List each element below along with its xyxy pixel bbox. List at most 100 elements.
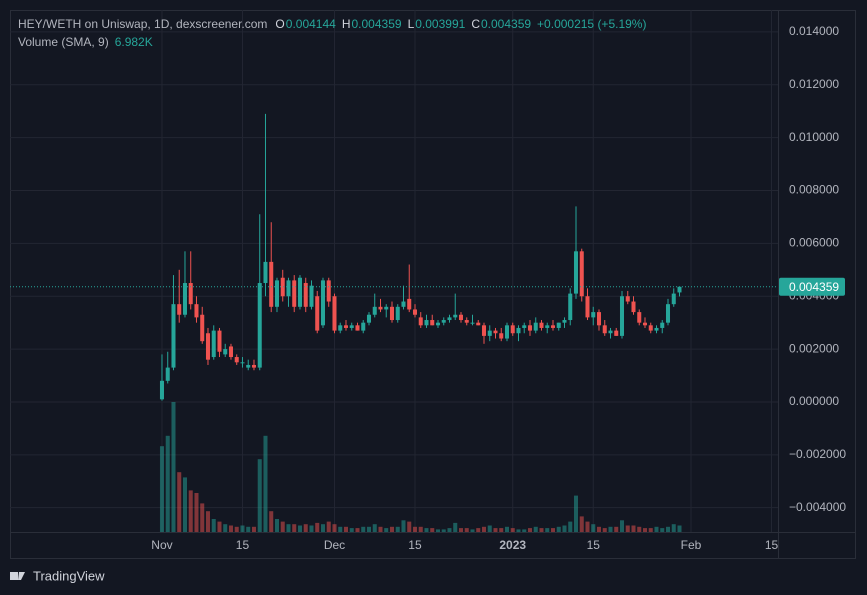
- candle-body: [320, 280, 325, 326]
- candle-body: [424, 320, 429, 326]
- y-tick-label: 0.000000: [789, 394, 839, 408]
- volume-bar: [223, 524, 228, 532]
- candle-body: [217, 330, 222, 352]
- candle-body: [389, 306, 394, 321]
- candle-body: [349, 325, 354, 328]
- volume-bar: [315, 522, 320, 532]
- volume-bar: [234, 526, 239, 532]
- candle-body: [257, 283, 262, 368]
- volume-bar: [407, 521, 412, 532]
- legend: HEY/WETH on Uniswap, 1D, dexscreener.com…: [18, 17, 646, 31]
- candle-body: [251, 364, 256, 368]
- x-tick-label: 15: [236, 538, 250, 552]
- volume-bar: [372, 524, 377, 532]
- volume-bar: [458, 528, 464, 532]
- candle-body: [366, 314, 371, 323]
- volume-bar: [188, 490, 193, 532]
- volume-bar: [522, 529, 527, 532]
- volume-bar: [349, 528, 354, 532]
- candle-body: [274, 280, 279, 307]
- candle-body: [246, 364, 251, 368]
- volume-bar: [499, 528, 504, 532]
- candle-body: [159, 380, 164, 400]
- candle-body: [573, 251, 579, 294]
- volume-bar: [510, 528, 515, 532]
- candle-body: [355, 325, 360, 331]
- volume-bar: [642, 528, 648, 532]
- volume-bar: [412, 526, 418, 532]
- volume-bar: [602, 528, 607, 532]
- candle-body: [654, 327, 659, 331]
- candle-body: [263, 261, 268, 284]
- footer-brand: TradingView: [33, 568, 105, 583]
- candle-body: [412, 309, 418, 315]
- logo-mark: [10, 572, 18, 580]
- candle-body: [453, 314, 458, 318]
- candle-body: [533, 322, 538, 331]
- candle-body: [165, 367, 170, 381]
- candle-body: [504, 325, 510, 339]
- candle-body: [516, 327, 521, 334]
- volume-bar: [677, 525, 682, 532]
- candle-body: [447, 317, 452, 321]
- volume-bar: [418, 526, 423, 532]
- candle-body: [407, 298, 412, 310]
- volume-bar: [297, 525, 302, 532]
- volume-bar: [562, 525, 567, 532]
- candle-body: [470, 322, 475, 324]
- x-tick-label: 15: [765, 538, 779, 552]
- volume-bar: [556, 526, 561, 532]
- candle-body: [418, 317, 423, 326]
- volume-bar: [205, 511, 210, 532]
- logo-mark: [18, 572, 25, 580]
- candle-body: [228, 346, 233, 358]
- legend-low: 0.003991: [415, 17, 465, 31]
- legend-high: 0.004359: [352, 17, 402, 31]
- candle-body: [430, 320, 435, 326]
- candle-body: [556, 322, 561, 328]
- candle-body: [481, 325, 487, 336]
- volume-bar: [361, 526, 366, 532]
- candle-body: [361, 322, 366, 331]
- candle-body: [326, 280, 331, 302]
- candle-body: [188, 283, 193, 305]
- volume-bar: [286, 524, 291, 532]
- volume-bar: [274, 519, 279, 532]
- candle-body: [527, 325, 533, 331]
- candle-body: [665, 304, 671, 323]
- volume-bar: [251, 526, 256, 532]
- legend-low-label: L: [408, 17, 415, 31]
- candle-body: [332, 296, 337, 331]
- last-price-label: 0.004359: [789, 280, 839, 294]
- volume-bar: [246, 526, 251, 532]
- volume-bar: [430, 528, 435, 532]
- volume-bar: [487, 525, 492, 532]
- y-tick-label: −0.002000: [789, 447, 846, 461]
- candle-body: [487, 330, 492, 336]
- candle-body: [642, 322, 648, 326]
- volume-bar: [441, 529, 446, 532]
- candle-body: [372, 306, 377, 315]
- x-tick-label: 2023: [499, 538, 526, 552]
- legend-open: 0.004144: [286, 17, 336, 31]
- candle-body: [292, 280, 297, 307]
- volume-bar: [591, 524, 596, 532]
- volume-bar: [401, 520, 406, 532]
- y-tick-label: 0.010000: [789, 130, 839, 144]
- volume-bar: [665, 526, 671, 532]
- x-tick-label: Nov: [151, 538, 172, 552]
- candle-body: [499, 333, 504, 339]
- candle-body: [585, 296, 590, 318]
- volume-bar: [165, 435, 170, 532]
- legend-open-label: O: [275, 17, 284, 31]
- volume-bar: [585, 521, 590, 532]
- candle-body: [677, 286, 682, 293]
- volume-bar: [453, 522, 458, 532]
- candle-body: [384, 306, 389, 310]
- candle-body: [194, 304, 199, 318]
- candle-body: [200, 314, 205, 342]
- candle-body: [211, 330, 216, 358]
- candle-body: [205, 333, 210, 360]
- volume-bar: [303, 524, 308, 532]
- volume-bar: [269, 511, 274, 532]
